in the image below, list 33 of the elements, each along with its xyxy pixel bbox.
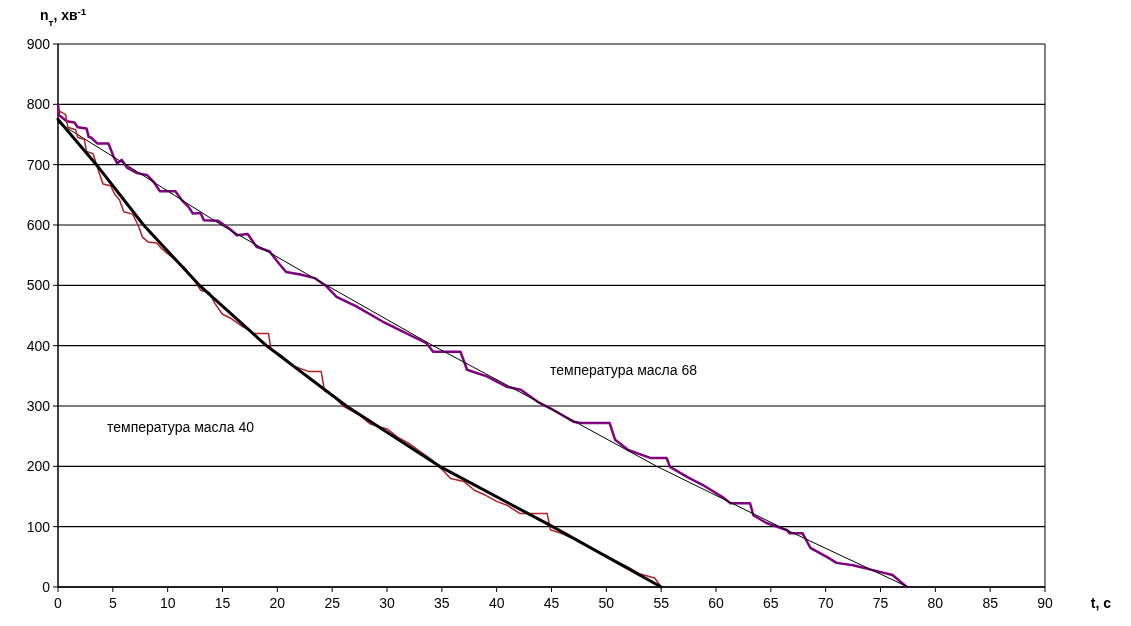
x-tick-label: 90 <box>1037 595 1053 611</box>
x-tick-label: 20 <box>269 595 286 611</box>
x-tick-label: 70 <box>817 595 834 611</box>
y-tick-label: 700 <box>26 156 51 173</box>
x-tick-label: 40 <box>488 595 505 611</box>
y-axis-title: n$_{т}$, хв$^{-1}$ <box>40 5 87 28</box>
x-tick-label: 10 <box>159 595 176 611</box>
x-tick-label: 0 <box>54 595 63 611</box>
x-tick-label: 15 <box>214 595 231 611</box>
y-tick-label: 600 <box>26 217 51 233</box>
annotation: температура масла 40 <box>107 419 255 435</box>
x-tick-label: 5 <box>108 595 117 611</box>
y-tick-label: 0 <box>42 579 51 595</box>
y-tick-label: 100 <box>26 518 51 535</box>
y-tick-label: 900 <box>26 36 51 52</box>
x-tick-label: 50 <box>598 595 615 611</box>
x-tick-label: 45 <box>543 595 560 611</box>
x-tick-label: 25 <box>324 595 341 611</box>
x-tick-label: 35 <box>434 595 450 611</box>
y-tick-label: 200 <box>26 458 51 475</box>
y-tick-label: 800 <box>26 96 51 113</box>
x-tick-label: 75 <box>872 595 889 611</box>
x-axis-title: t, с <box>1090 595 1112 611</box>
x-tick-label: 85 <box>982 595 999 611</box>
y-tick-label: 300 <box>26 398 51 414</box>
x-tick-label: 55 <box>653 595 670 611</box>
y-tick-label: 400 <box>26 337 51 354</box>
annotation: температура масла 68 <box>550 362 698 378</box>
x-tick-label: 65 <box>763 595 779 611</box>
x-tick-label: 30 <box>379 595 395 611</box>
x-tick-label: 80 <box>927 595 944 611</box>
y-tick-label: 500 <box>26 277 51 294</box>
x-tick-label: 60 <box>708 595 724 611</box>
